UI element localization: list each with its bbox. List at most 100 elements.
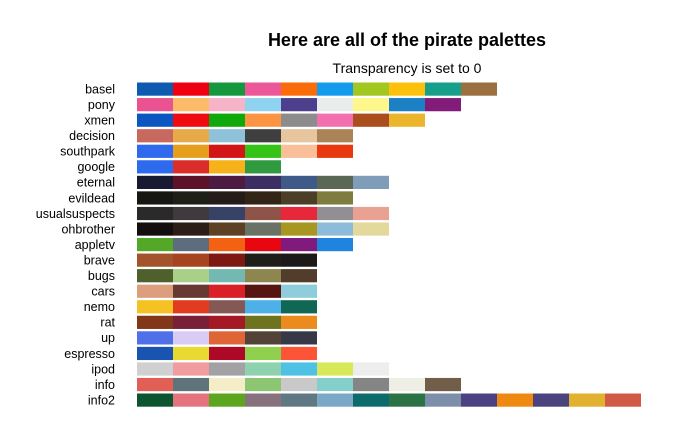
swatch-usualsuspects-5 [281, 206, 317, 221]
palette-row-brave: brave [84, 253, 317, 267]
palette-row-appletv: appletv [75, 238, 353, 252]
swatch-basel-7 [353, 82, 389, 96]
swatch-pony-9 [425, 98, 461, 112]
swatch-xmen-6 [317, 113, 353, 127]
swatch-rat-1 [137, 315, 173, 329]
swatch-eternal-1 [137, 175, 173, 189]
swatch-basel-2 [173, 82, 209, 96]
swatch-decision-6 [317, 129, 353, 143]
swatch-google-2 [173, 160, 209, 174]
swatch-nemo-5 [281, 300, 317, 314]
swatch-evildead-5 [281, 191, 317, 205]
swatch-decision-3 [209, 129, 245, 143]
swatch-cars-1 [137, 284, 173, 298]
swatch-info-1 [137, 377, 173, 392]
swatch-xmen-4 [245, 113, 281, 127]
swatch-nemo-1 [137, 300, 173, 314]
swatch-eternal-2 [173, 175, 209, 189]
swatch-basel-10 [461, 82, 497, 96]
swatch-evildead-4 [245, 191, 281, 205]
swatch-info2-12 [533, 393, 569, 407]
swatch-usualsuspects-4 [245, 206, 281, 221]
swatch-usualsuspects-1 [137, 206, 173, 221]
swatch-rat-4 [245, 315, 281, 329]
swatch-usualsuspects-7 [353, 206, 389, 221]
palette-label-rat: rat [100, 316, 115, 330]
swatch-basel-1 [137, 82, 173, 96]
palette-label-info2: info2 [88, 393, 115, 407]
swatch-ipod-3 [209, 362, 245, 376]
swatch-cars-3 [209, 284, 245, 298]
swatch-info-3 [209, 377, 245, 392]
palette-row-up: up [101, 331, 317, 345]
swatch-xmen-1 [137, 113, 173, 127]
swatch-appletv-4 [245, 238, 281, 252]
swatch-evildead-3 [209, 191, 245, 205]
swatch-ohbrother-7 [353, 222, 389, 236]
swatch-decision-2 [173, 129, 209, 143]
palette-row-info: info [95, 378, 461, 392]
swatch-google-4 [245, 160, 281, 174]
swatch-nemo-4 [245, 300, 281, 314]
palette-row-ipod: ipod [91, 362, 389, 376]
palette-row-eternal: eternal [77, 176, 389, 190]
swatch-brave-2 [173, 253, 209, 267]
palette-row-evildead: evildead [68, 191, 353, 205]
swatch-up-4 [245, 331, 281, 345]
swatch-appletv-6 [317, 238, 353, 252]
palette-label-nemo: nemo [84, 300, 115, 314]
palette-label-evildead: evildead [68, 191, 115, 205]
swatch-up-1 [137, 331, 173, 345]
swatch-eternal-6 [317, 175, 353, 189]
palette-label-ipod: ipod [91, 362, 115, 376]
swatch-ohbrother-2 [173, 222, 209, 236]
palette-label-brave: brave [84, 253, 115, 267]
swatch-usualsuspects-6 [317, 206, 353, 221]
swatch-cars-2 [173, 284, 209, 298]
swatch-pony-3 [209, 98, 245, 112]
swatch-pony-4 [245, 98, 281, 112]
swatch-usualsuspects-3 [209, 206, 245, 221]
swatch-southpark-1 [137, 144, 173, 158]
swatch-bugs-1 [137, 269, 173, 283]
swatch-info2-13 [569, 393, 605, 407]
swatch-espresso-1 [137, 346, 173, 361]
swatch-decision-5 [281, 129, 317, 143]
palette-row-xmen: xmen [84, 114, 425, 128]
swatch-info-7 [353, 377, 389, 392]
swatch-xmen-2 [173, 113, 209, 127]
swatch-info2-10 [461, 393, 497, 407]
swatch-info-9 [425, 377, 461, 392]
swatch-bugs-2 [173, 269, 209, 283]
swatch-info2-7 [353, 393, 389, 407]
swatch-info-6 [317, 377, 353, 392]
swatch-appletv-5 [281, 238, 317, 252]
palette-row-basel: basel [85, 82, 497, 96]
swatch-xmen-7 [353, 113, 389, 127]
swatch-ipod-7 [353, 362, 389, 376]
swatch-cars-4 [245, 284, 281, 298]
swatch-ohbrother-5 [281, 222, 317, 236]
swatch-up-2 [173, 331, 209, 345]
swatch-basel-9 [425, 82, 461, 96]
swatch-ohbrother-1 [137, 222, 173, 236]
swatch-ohbrother-3 [209, 222, 245, 236]
swatch-espresso-3 [209, 346, 245, 361]
swatch-google-1 [137, 160, 173, 174]
swatch-info2-3 [209, 393, 245, 407]
swatch-info-4 [245, 377, 281, 392]
swatch-espresso-2 [173, 346, 209, 361]
swatch-info-5 [281, 377, 317, 392]
palette-label-pony: pony [88, 98, 116, 112]
swatch-evildead-6 [317, 191, 353, 205]
swatch-espresso-5 [281, 346, 317, 361]
swatch-appletv-3 [209, 238, 245, 252]
swatch-eternal-4 [245, 175, 281, 189]
palette-label-eternal: eternal [77, 176, 115, 190]
swatch-info2-4 [245, 393, 281, 407]
swatch-evildead-1 [137, 191, 173, 205]
palette-label-basel: basel [85, 82, 115, 96]
swatch-brave-3 [209, 253, 245, 267]
swatch-evildead-2 [173, 191, 209, 205]
